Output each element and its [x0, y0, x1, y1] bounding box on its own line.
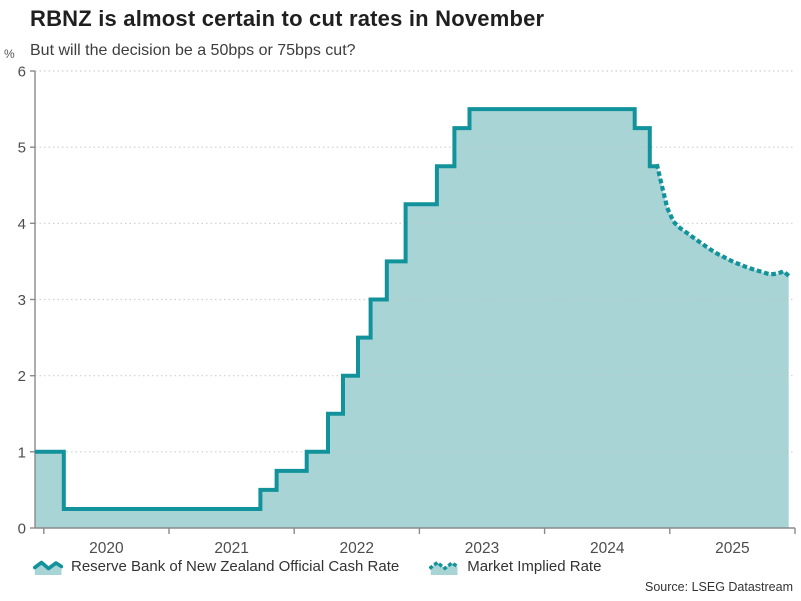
chart-title: RBNZ is almost certain to cut rates in N… [30, 6, 545, 31]
svg-text:2024: 2024 [590, 540, 625, 557]
svg-text:2023: 2023 [465, 540, 499, 557]
svg-text:4: 4 [18, 216, 26, 233]
legend-item-official-cash-rate: Reserve Bank of New Zealand Official Cas… [33, 558, 399, 575]
svg-text:0: 0 [18, 521, 26, 538]
source-attribution: Source: LSEG Datastream [645, 580, 793, 594]
legend-item-market-implied-rate: Market Implied Rate [429, 558, 601, 575]
svg-text:2021: 2021 [214, 540, 248, 557]
y-axis-unit-label: % [4, 47, 15, 61]
svg-text:2025: 2025 [715, 540, 749, 557]
svg-text:5: 5 [18, 140, 26, 157]
chart-subtitle: But will the decision be a 50bps or 75bp… [30, 42, 356, 59]
svg-text:2020: 2020 [89, 540, 124, 557]
legend-label-official-cash-rate: Reserve Bank of New Zealand Official Cas… [71, 558, 400, 575]
chart-legend: Reserve Bank of New Zealand Official Cas… [33, 558, 601, 575]
svg-text:1: 1 [18, 444, 26, 461]
area-line-legend-icon [33, 560, 63, 575]
svg-text:6: 6 [18, 64, 26, 81]
svg-text:2: 2 [18, 368, 26, 385]
legend-label-market-implied-rate: Market Implied Rate [467, 558, 602, 575]
dotted-line-legend-icon [429, 560, 460, 575]
svg-text:2022: 2022 [340, 540, 374, 557]
svg-text:3: 3 [18, 292, 26, 309]
